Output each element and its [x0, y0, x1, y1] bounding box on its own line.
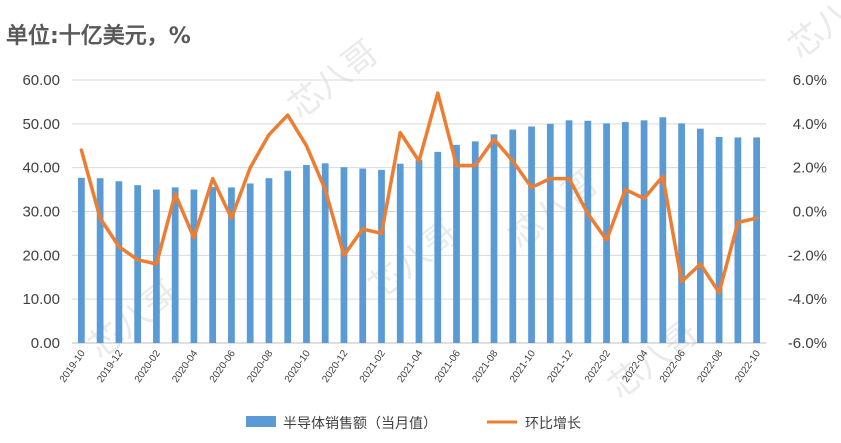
bar-2021-11: [546, 123, 554, 343]
y-left-tick-label: 40.00: [22, 160, 60, 177]
y-left-tick-label: 30.00: [22, 204, 60, 221]
y-right-tick-label: 2.0%: [793, 160, 827, 177]
bar-2020-07: [246, 183, 254, 343]
bar-2020-01: [134, 185, 142, 343]
x-tick-label: 2021-02: [358, 348, 388, 385]
bar-2020-10: [303, 165, 310, 343]
growth-line-series: [79, 91, 759, 295]
x-tick-label: 2020-02: [133, 348, 163, 385]
x-tick-label: 2020-08: [245, 348, 275, 385]
bar-2019-11: [96, 178, 104, 343]
bar-2022-02: [603, 123, 610, 344]
y-right-tick-label: -4.0%: [788, 291, 827, 308]
bar-2021-09: [509, 129, 517, 343]
bar-2021-04: [415, 159, 423, 343]
watermark-text: 芯八哥: [601, 313, 706, 407]
bar-2022-10: [753, 137, 760, 343]
watermark-text: 芯八哥: [361, 213, 466, 307]
x-tick-label: 2019-10: [58, 348, 88, 385]
x-tick-label: 2020-04: [170, 348, 200, 385]
legend: 半导体销售额（当月值） 环比增长: [246, 416, 581, 432]
x-tick-label: 2021-08: [470, 348, 500, 385]
bar-2020-04: [190, 189, 198, 343]
bar-2021-03: [396, 163, 404, 343]
legend-bar-swatch: [246, 416, 276, 427]
y-right-tick-label: 0.0%: [793, 204, 827, 221]
x-tick-label: 2021-12: [545, 348, 575, 385]
bar-2022-05: [659, 117, 667, 343]
bar-2022-07: [696, 128, 704, 343]
y-right-tick-label: -2.0%: [788, 247, 827, 264]
bar-2021-10: [528, 126, 535, 343]
y-right-tick-label: -6.0%: [788, 335, 827, 352]
x-tick-label: 2021-10: [508, 348, 538, 385]
bar-2020-06: [228, 187, 235, 343]
bar-2021-01: [359, 168, 367, 343]
x-tick-label: 2020-06: [208, 348, 238, 385]
x-tick-label: 2021-06: [433, 348, 463, 385]
x-tick-label: 2021-04: [395, 348, 425, 385]
unit-label: 单位:十亿美元，%: [6, 24, 191, 49]
y-right-tick-label: 6.0%: [793, 72, 827, 89]
bar-2019-12: [115, 181, 123, 343]
bar-2020-05: [209, 186, 217, 343]
bar-2020-08: [265, 178, 273, 343]
y-right-tick-label: 4.0%: [793, 116, 827, 133]
y-left-tick-label: 20.00: [22, 247, 60, 264]
x-tick-label: 2022-08: [696, 348, 726, 385]
bar-2022-06: [678, 123, 685, 344]
y-left-tick-label: 0.00: [31, 335, 60, 352]
bar-2021-06: [453, 144, 460, 343]
bar-2020-11: [321, 163, 329, 343]
y-left-tick-label: 10.00: [22, 291, 60, 308]
bar-2021-07: [471, 141, 479, 343]
bar-2022-09: [734, 137, 742, 343]
bar-2020-03: [171, 187, 179, 343]
bar-2022-01: [584, 120, 592, 343]
y-left-tick-label: 60.00: [22, 72, 60, 89]
x-tick-label: 2022-10: [733, 348, 763, 385]
bar-2022-08: [715, 136, 723, 343]
bar-2021-05: [434, 151, 442, 343]
bar-2022-04: [640, 120, 648, 344]
bar-2021-02: [378, 169, 385, 343]
bar-2021-08: [490, 134, 498, 343]
y-left-tick-label: 50.00: [22, 116, 60, 133]
watermark-text: 芯八哥: [81, 273, 186, 367]
x-tick-label: 2020-10: [283, 348, 313, 385]
bar-2022-03: [621, 122, 629, 343]
bar-2019-10: [78, 177, 85, 343]
left-axis: 0.00 10.00 20.00 30.00 40.00 50.00 60.00: [22, 72, 60, 352]
watermark-text: 芯八哥: [781, 0, 841, 67]
growth-line: [79, 91, 759, 295]
bars-series: [78, 117, 760, 344]
bar-2021-12: [565, 120, 573, 344]
legend-bar-label: 半导体销售额（当月值）: [283, 416, 437, 432]
x-tick-label: 2020-12: [320, 348, 350, 385]
legend-line-label: 环比增长: [525, 416, 581, 432]
bar-2020-02: [153, 189, 160, 343]
bar-2020-09: [284, 170, 292, 343]
right-axis: -6.0% -4.0% -2.0% 0.0% 2.0% 4.0% 6.0%: [788, 72, 827, 352]
